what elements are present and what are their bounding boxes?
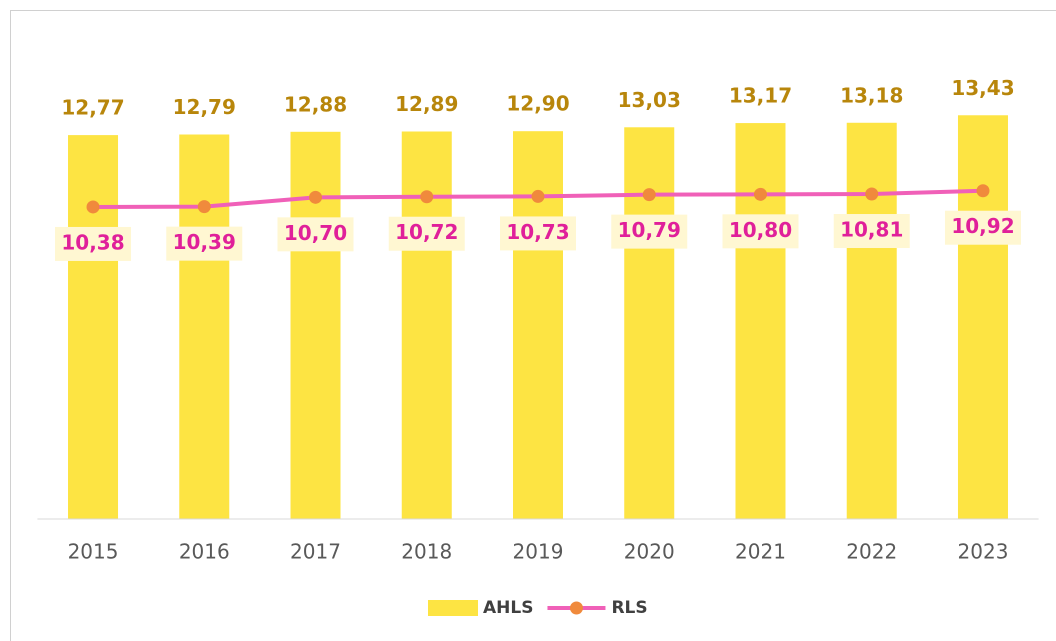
bar [735,123,786,519]
bar-value-label: 13,18 [840,83,903,107]
x-tick-label: 2019 [513,540,564,564]
label-box [500,216,576,251]
bar-value-label: 13,03 [618,88,681,112]
bar [68,135,119,519]
line-marker [531,189,545,203]
bar [401,131,452,519]
label-box [833,214,910,249]
label-box [388,216,465,251]
line-value-label: 10,81 [840,218,903,242]
bar [179,134,230,520]
line-value-label: 10,92 [951,214,1014,238]
bar-value-label: 13,17 [729,84,792,108]
line-marker [420,190,434,204]
bar-value-label: 12,77 [61,96,124,120]
label-box [611,214,688,249]
line-marker [976,184,990,198]
label-box [722,214,799,249]
legend-marker [569,601,583,615]
label-box [944,210,1021,245]
line-marker [197,200,211,214]
line-marker [309,190,323,204]
bar [513,131,563,519]
line-value-label: 10,73 [506,220,569,244]
legend-label: RLS [611,598,647,618]
bar [624,127,675,520]
line-marker [753,187,767,201]
bar [846,122,897,520]
x-tick-label: 2015 [68,540,119,564]
line-marker [642,188,656,202]
line-value-label: 10,38 [61,230,124,254]
x-tick-label: 2020 [624,540,675,564]
line-value-label: 10,80 [729,218,792,242]
line-marker [86,200,100,214]
label-box [55,226,132,261]
bar-value-label: 12,90 [506,92,569,116]
x-tick-label: 2023 [958,540,1009,564]
bar-value-label: 13,43 [951,76,1014,100]
line-value-label: 10,70 [284,221,347,245]
bar [290,131,341,520]
bar [957,115,1008,520]
legend-swatch [428,600,478,616]
bar-value-label: 12,79 [173,95,236,119]
bar-value-label: 12,88 [284,92,347,116]
x-tick-label: 2022 [846,540,897,564]
line-value-label: 10,72 [395,220,458,244]
line-value-label: 10,39 [173,230,236,254]
x-tick-label: 2017 [290,540,341,564]
label-box [277,217,354,252]
label-box [166,226,243,261]
x-tick-label: 2016 [179,540,230,564]
x-tick-label: 2018 [401,540,452,564]
legend-label: AHLS [483,598,533,618]
line-value-label: 10,79 [618,218,681,242]
line-marker [865,187,879,201]
x-tick-label: 2021 [735,540,786,564]
bar-value-label: 12,89 [395,92,458,116]
